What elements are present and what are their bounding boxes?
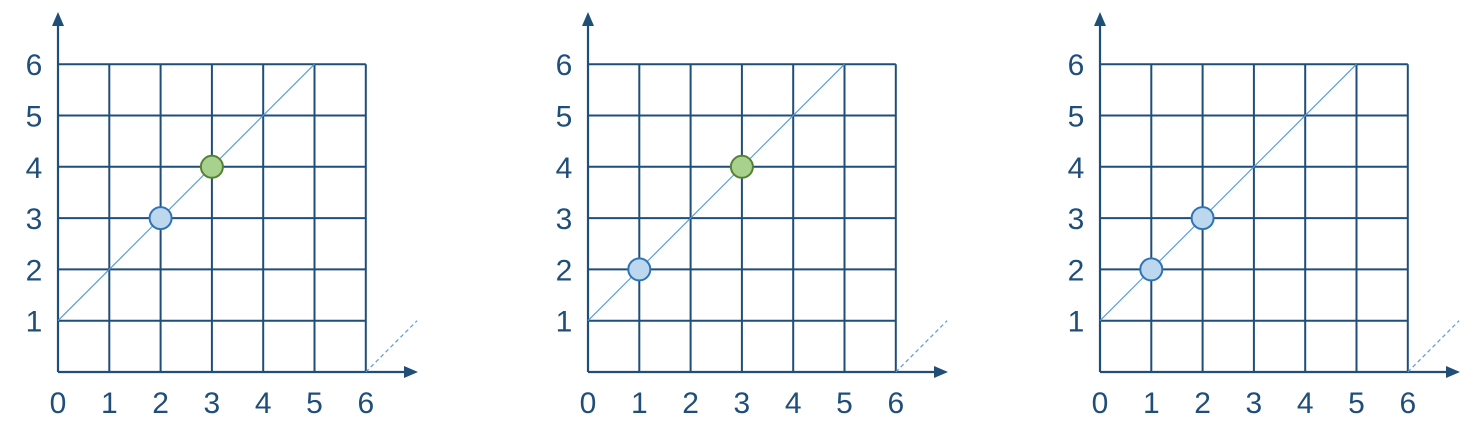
y-tick-label: 4 [1068, 152, 1085, 185]
y-axis-arrow-icon [582, 12, 594, 26]
blue-point [1139, 257, 1164, 282]
diagonal-line [57, 63, 315, 322]
y-tick-label: 2 [26, 254, 43, 287]
x-tick-label: 4 [255, 387, 272, 420]
diagonal-dashed-extension [365, 320, 418, 373]
diagonal-line [1099, 63, 1357, 322]
y-tick-label: 2 [556, 254, 573, 287]
x-axis-arrow-icon [404, 366, 418, 378]
grid-lines [58, 63, 367, 372]
x-tick-label: 6 [1399, 387, 1416, 420]
x-tick-label: 5 [1348, 387, 1365, 420]
x-tick-label: 0 [50, 387, 67, 420]
y-tick-label: 5 [556, 101, 573, 134]
green-point [199, 154, 224, 179]
y-tick-label: 2 [1068, 254, 1085, 287]
panel-2: 0 1 2 3 4 5 6 1 2 3 4 5 6 [556, 12, 948, 420]
diagonal-dashed-extension [895, 320, 948, 373]
diagonal-line [587, 63, 845, 322]
x-tick-label: 3 [1246, 387, 1263, 420]
y-tick-label: 5 [1068, 101, 1085, 134]
x-axis-arrow-icon [1446, 366, 1460, 378]
y-tick-label: 1 [1068, 306, 1085, 339]
x-tick-label: 3 [734, 387, 751, 420]
diagonal-dashed-extension [1407, 320, 1460, 373]
grid-lines [588, 63, 897, 372]
x-tick-label: 6 [887, 387, 904, 420]
y-tick-label: 5 [26, 101, 43, 134]
x-tick-label: 0 [1092, 387, 1109, 420]
x-tick-label: 1 [101, 387, 118, 420]
y-tick-label: 6 [556, 49, 573, 82]
y-tick-label: 4 [26, 152, 43, 185]
x-tick-label: 2 [682, 387, 699, 420]
blue-point [1190, 206, 1215, 231]
blue-point [627, 257, 652, 282]
x-tick-label: 1 [631, 387, 648, 420]
x-tick-label: 5 [306, 387, 323, 420]
x-tick-label: 2 [152, 387, 169, 420]
y-tick-label: 1 [556, 306, 573, 339]
y-tick-label: 6 [26, 49, 43, 82]
panel-1: 0 1 2 3 4 5 6 1 2 3 4 5 6 [26, 12, 418, 420]
x-tick-label: 5 [836, 387, 853, 420]
y-tick-label: 4 [556, 152, 573, 185]
y-tick-label: 1 [26, 306, 43, 339]
x-tick-label: 3 [204, 387, 221, 420]
x-axis-arrow-icon [934, 366, 948, 378]
y-axis-arrow-icon [52, 12, 64, 26]
x-tick-label: 4 [1297, 387, 1314, 420]
x-tick-label: 0 [580, 387, 597, 420]
x-tick-label: 4 [785, 387, 802, 420]
blue-point [148, 206, 173, 231]
grid-lines [1100, 63, 1409, 372]
panel-3: 0 1 2 3 4 5 6 1 2 3 4 5 6 [1068, 12, 1460, 420]
x-tick-label: 1 [1143, 387, 1160, 420]
y-tick-label: 3 [556, 203, 573, 236]
green-point [729, 154, 754, 179]
y-tick-label: 3 [1068, 203, 1085, 236]
x-tick-label: 2 [1194, 387, 1211, 420]
y-axis-arrow-icon [1094, 12, 1106, 26]
y-tick-label: 3 [26, 203, 43, 236]
x-tick-label: 6 [357, 387, 374, 420]
y-tick-label: 6 [1068, 49, 1085, 82]
